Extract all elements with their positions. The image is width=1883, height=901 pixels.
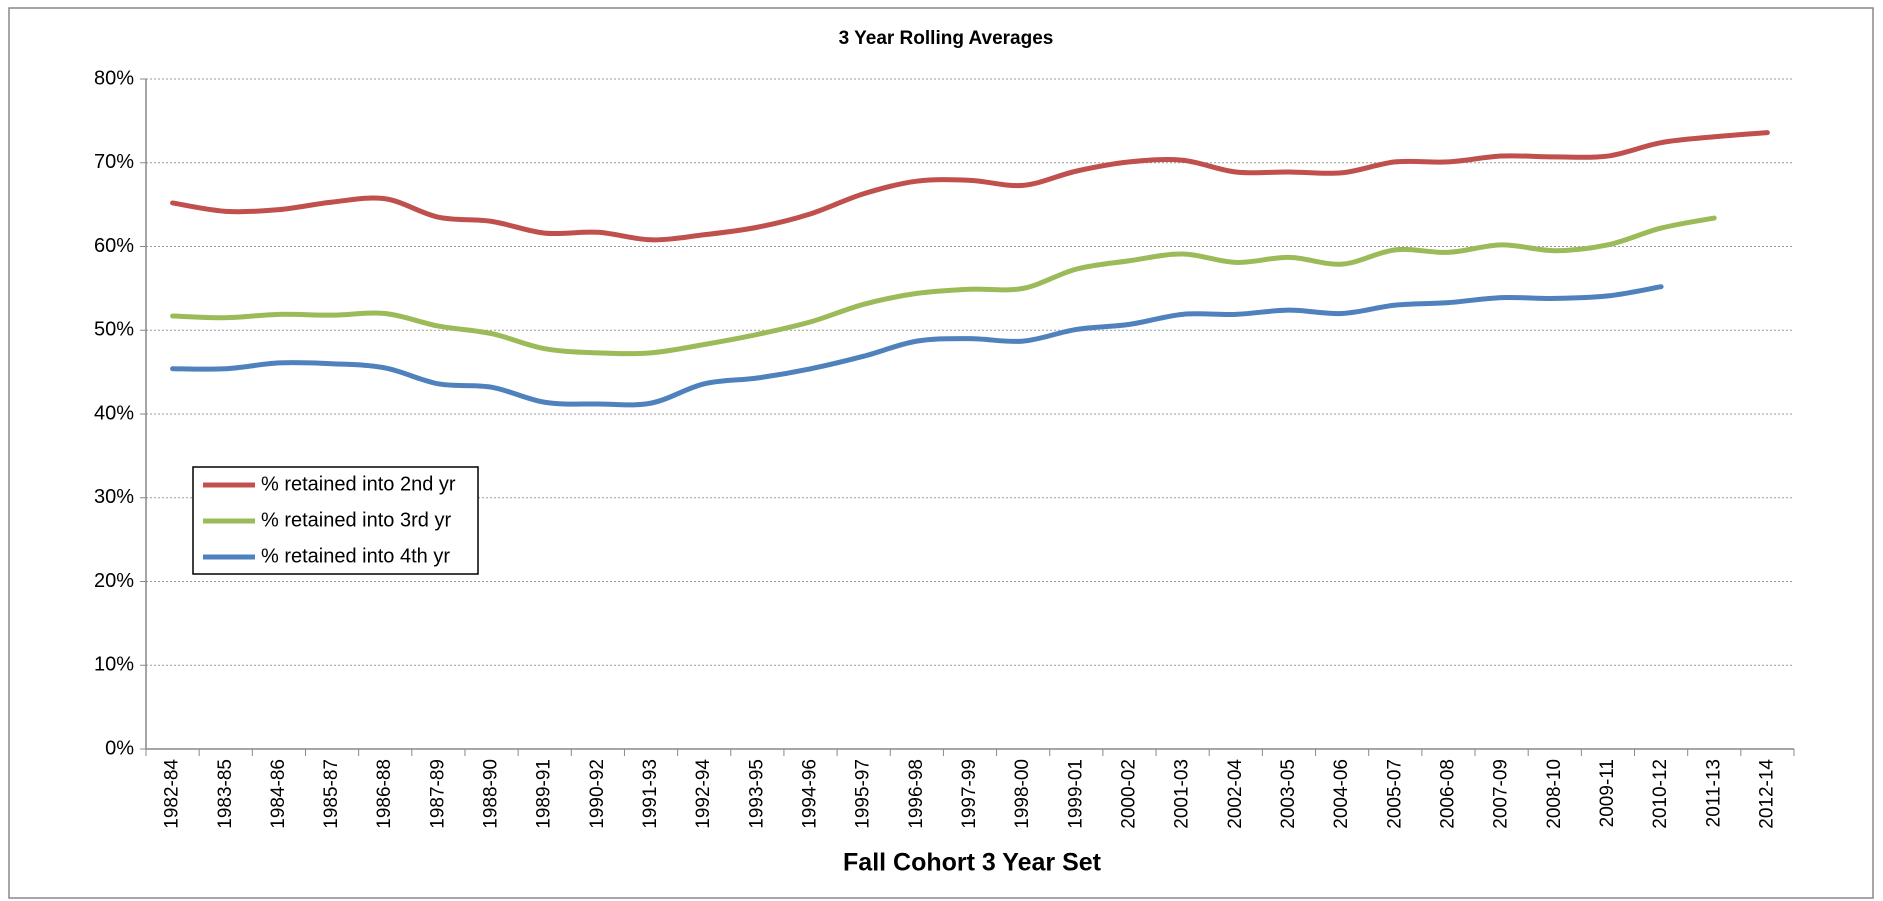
x-tick-label: 1991-93: [640, 759, 661, 829]
y-tick-label: 30%: [94, 486, 134, 508]
x-tick-label: 2009-11: [1597, 759, 1618, 827]
y-tick-label: 10%: [94, 654, 134, 676]
y-tick-label: 50%: [94, 319, 134, 341]
x-axis-title: Fall Cohort 3 Year Set: [843, 849, 1102, 877]
series-line: [170, 215, 1717, 357]
x-tick-label: 2006-08: [1437, 759, 1458, 829]
y-tick-label: 0%: [105, 737, 134, 759]
y-tick-label: 20%: [94, 570, 134, 592]
x-tick-label: 2004-06: [1331, 759, 1352, 829]
y-tick-label: 40%: [94, 402, 134, 424]
series-line: [170, 130, 1770, 243]
x-tick-label: 1982-84: [162, 759, 183, 829]
x-tick-label: 2007-09: [1491, 759, 1512, 829]
x-tick-label: 1992-94: [693, 759, 714, 829]
x-tick-label: 1990-92: [587, 759, 608, 829]
x-tick-label: 2002-04: [1225, 759, 1246, 829]
legend-label: % retained into 3rd yr: [261, 509, 451, 531]
legend-label: % retained into 2nd yr: [261, 473, 456, 495]
x-tick-label: 2005-07: [1384, 759, 1405, 829]
chart-title: 3 Year Rolling Averages: [839, 28, 1054, 49]
x-tick-label: 1986-88: [374, 759, 395, 829]
x-tick-label: 1996-98: [906, 759, 927, 829]
x-tick-label: 1985-87: [321, 759, 342, 829]
x-tick-label: 1989-91: [534, 759, 555, 829]
x-tick-label: 1988-90: [481, 759, 502, 829]
x-tick-label: 2010-12: [1650, 759, 1671, 829]
x-tick-label: 2008-10: [1544, 759, 1565, 829]
y-tick-label: 80%: [94, 67, 134, 89]
x-tick-label: 2000-02: [1118, 759, 1139, 829]
x-tick-label: 1997-99: [959, 759, 980, 829]
x-tick-label: 1998-00: [1012, 759, 1033, 829]
x-tick-label: 2012-14: [1756, 759, 1777, 829]
x-tick-label: 1984-86: [268, 759, 289, 829]
x-tick-label: 1994-96: [800, 759, 821, 829]
y-tick-label: 70%: [94, 151, 134, 173]
x-tick-label: 1983-85: [215, 759, 236, 829]
y-tick-label: 60%: [94, 235, 134, 257]
x-tick-label: 1987-89: [427, 759, 448, 829]
legend-label: % retained into 4th yr: [261, 545, 450, 567]
x-tick-label: 1993-95: [746, 759, 767, 829]
x-tick-label: 2011-13: [1703, 759, 1724, 827]
x-tick-label: 1995-97: [853, 759, 874, 829]
x-tick-label: 1999-01: [1065, 759, 1086, 829]
series-line: [170, 284, 1664, 408]
x-tick-label: 2003-05: [1278, 759, 1299, 829]
x-tick-label: 2001-03: [1172, 759, 1193, 829]
